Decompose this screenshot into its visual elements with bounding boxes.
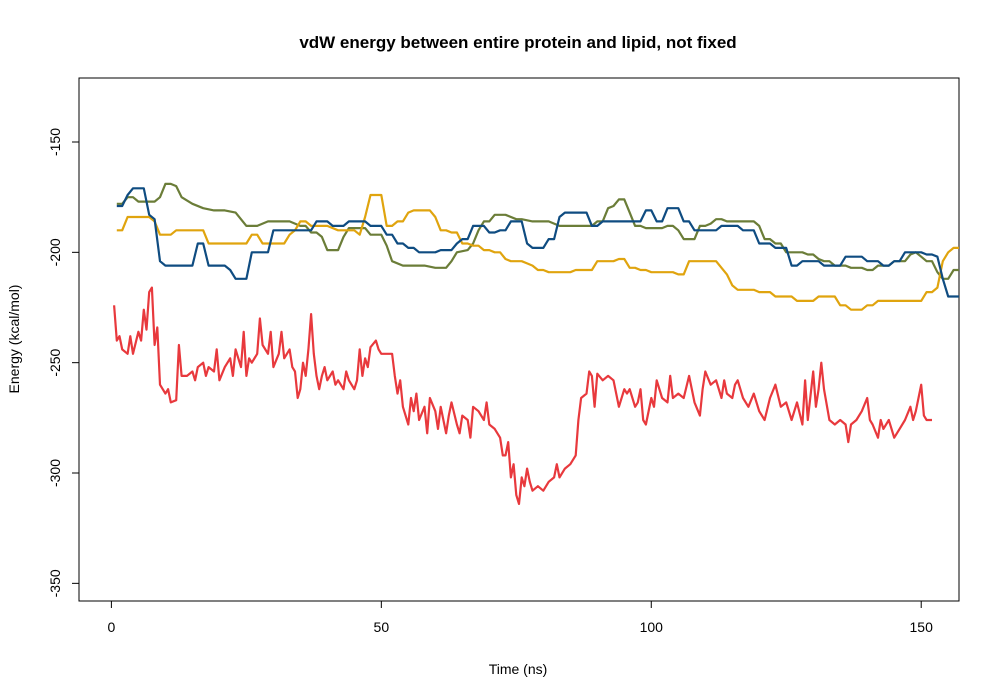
y-tick-label: -350 <box>47 569 63 597</box>
y-tick-label: -150 <box>47 128 63 156</box>
y-tick-label: -300 <box>47 459 63 487</box>
x-tick-label: 100 <box>640 619 664 635</box>
x-axis-label: Time (ns) <box>489 661 548 677</box>
plot-area-frame <box>78 77 960 602</box>
series-line-1 <box>113 286 932 505</box>
x-tick-label: 50 <box>374 619 390 635</box>
chart-title: vdW energy between entire protein and li… <box>299 33 736 52</box>
series-line-3 <box>116 193 959 311</box>
y-tick-label: -200 <box>47 238 63 266</box>
x-tick-label: 0 <box>107 619 115 635</box>
y-tick-label: -250 <box>47 348 63 376</box>
series-line-4 <box>116 187 959 298</box>
series-group <box>113 182 959 505</box>
y-axis: -150 -200 -250 -300 -350 <box>47 128 79 597</box>
x-axis: 0 50 100 150 <box>107 601 933 635</box>
x-tick-label: 150 <box>910 619 934 635</box>
series-line-2 <box>116 182 959 280</box>
y-axis-label: Energy (kcal/mol) <box>6 285 22 394</box>
